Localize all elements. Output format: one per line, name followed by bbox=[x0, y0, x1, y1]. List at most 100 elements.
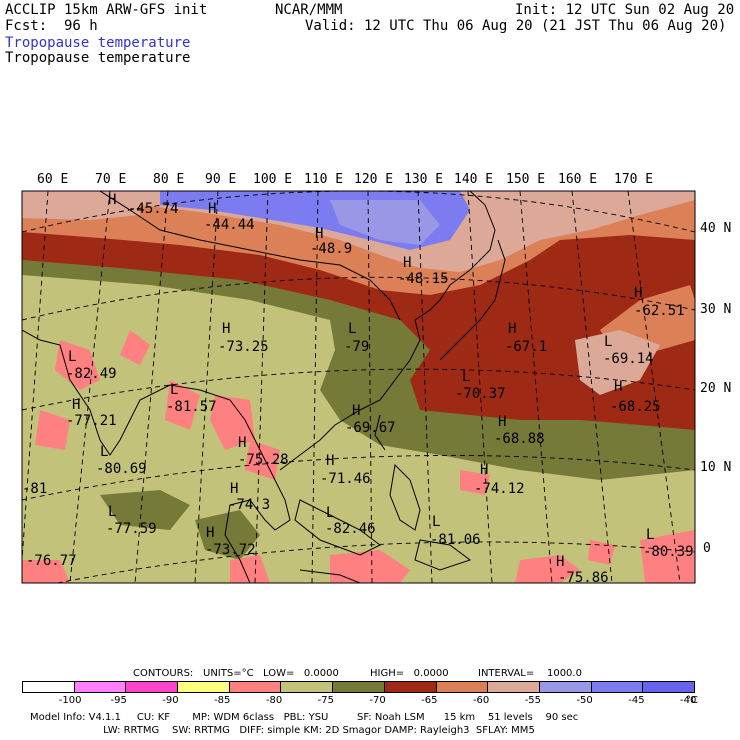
marker-value: -48.15 bbox=[398, 271, 449, 287]
color-bar-tick-label: -40 bbox=[680, 695, 697, 706]
marker-value: -74.12 bbox=[474, 481, 525, 497]
lon-label-60e: 60 E bbox=[37, 172, 69, 187]
coastlines bbox=[22, 191, 506, 583]
marker-value: -81 bbox=[22, 481, 48, 497]
forecast-hour: Fcst: 96 h bbox=[5, 18, 98, 34]
marker-value: -70.37 bbox=[455, 386, 506, 402]
marker-value: -77.21 bbox=[66, 413, 117, 429]
lon-label-80e: 80 E bbox=[153, 172, 185, 187]
color-bar-tick-label: -90 bbox=[162, 695, 179, 706]
marker-type: H bbox=[614, 379, 623, 395]
tropopause-temperature-map bbox=[21, 190, 696, 584]
marker-type: H bbox=[326, 453, 335, 469]
marker-type: L bbox=[100, 444, 109, 460]
lat-label-30n: 30 N bbox=[700, 302, 732, 317]
marker-type: H bbox=[206, 525, 215, 541]
band-minus75-minus70 bbox=[22, 245, 695, 480]
marker-value: -81.06 bbox=[430, 532, 481, 548]
model-title: ACCLIP 15km ARW-GFS init bbox=[5, 2, 208, 18]
marker-value: -71.46 bbox=[320, 471, 371, 487]
marker-type: H bbox=[403, 255, 412, 271]
lon-label-130e: 130 E bbox=[404, 172, 444, 187]
marker-value: -74.3 bbox=[228, 497, 271, 513]
marker-type: H bbox=[108, 192, 117, 208]
marker-type: L bbox=[170, 382, 179, 398]
graticule bbox=[22, 191, 695, 583]
marker-type: L bbox=[462, 369, 471, 385]
color-bar-tick-label: -75 bbox=[317, 695, 334, 706]
lon-label-110e: 110 E bbox=[304, 172, 344, 187]
lon-label-170e: 170 E bbox=[614, 172, 654, 187]
contours-low: LOW= 0.0000 bbox=[263, 668, 339, 679]
shaded-field bbox=[22, 191, 695, 583]
lon-label-90e: 90 E bbox=[205, 172, 237, 187]
marker-type: H bbox=[238, 435, 247, 451]
marker-value: -76.77 bbox=[26, 553, 77, 569]
marker-value: -73.72 bbox=[205, 542, 256, 558]
marker-type: L bbox=[348, 321, 357, 337]
lon-label-150e: 150 E bbox=[506, 172, 546, 187]
marker-value: -69.14 bbox=[603, 351, 654, 367]
color-bar-tick-label: -65 bbox=[421, 695, 438, 706]
color-bar-tick-label: -85 bbox=[214, 695, 231, 706]
lat-label-0: 0 bbox=[703, 541, 711, 556]
marker-value: -81.57 bbox=[166, 399, 217, 415]
marker-value: -80.39 bbox=[643, 544, 694, 560]
field-title-secondary: Tropopause temperature bbox=[5, 50, 191, 66]
color-bar-tick-label: -80 bbox=[265, 695, 283, 706]
marker-type: H bbox=[498, 414, 507, 430]
color-bar bbox=[22, 681, 695, 693]
marker-type: L bbox=[646, 527, 655, 543]
color-swatch bbox=[281, 682, 334, 692]
color-swatch bbox=[539, 682, 592, 692]
marker-value: -82.49 bbox=[66, 366, 117, 382]
marker-value: -73.25 bbox=[218, 339, 269, 355]
marker-value: -82.46 bbox=[325, 521, 376, 537]
marker-type: L bbox=[108, 504, 117, 520]
marker-value: -45.74 bbox=[128, 201, 179, 217]
marker-type: L bbox=[432, 514, 441, 530]
marker-type: H bbox=[72, 397, 81, 413]
marker-value: -79 bbox=[344, 339, 370, 355]
lon-label-100e: 100 E bbox=[253, 172, 293, 187]
marker-value: -80.69 bbox=[96, 461, 147, 477]
lat-label-20n: 20 N bbox=[700, 381, 732, 396]
marker-value: -68.88 bbox=[494, 431, 545, 447]
marker-value: -68.25 bbox=[610, 399, 661, 415]
field-title-primary: Tropopause temperature bbox=[5, 35, 191, 51]
marker-value: -75.86 bbox=[558, 570, 609, 586]
color-swatch bbox=[23, 682, 75, 692]
marker-value: -67.1 bbox=[505, 339, 548, 355]
marker-type: H bbox=[315, 226, 324, 242]
color-bar-unit: °C bbox=[686, 695, 698, 706]
color-swatch bbox=[126, 682, 179, 692]
contours-label: CONTOURS: bbox=[133, 668, 194, 679]
color-bar-tick-label: -70 bbox=[369, 695, 386, 706]
marker-type: H bbox=[634, 285, 643, 301]
contours-units: UNITS=°C bbox=[203, 668, 254, 679]
model-info-line-2: LW: RRTMG SW: RRTMG DIFF: simple KM: 2D … bbox=[30, 725, 535, 736]
color-swatch bbox=[436, 682, 489, 692]
color-swatch bbox=[643, 682, 694, 692]
color-swatch bbox=[178, 682, 230, 692]
marker-type: L bbox=[326, 505, 335, 521]
marker-value: -62.51 bbox=[634, 303, 685, 319]
lat-label-40n: 40 N bbox=[700, 221, 732, 236]
color-swatch bbox=[74, 682, 127, 692]
lon-label-70e: 70 E bbox=[95, 172, 127, 187]
marker-type: L bbox=[68, 349, 77, 365]
marker-type: H bbox=[208, 201, 217, 217]
init-time: Init: 12 UTC Sun 02 Aug 20 bbox=[515, 2, 735, 18]
marker-value: -48.9 bbox=[310, 241, 353, 257]
color-swatch bbox=[591, 682, 644, 692]
map-frame bbox=[21, 190, 696, 584]
marker-type: H bbox=[480, 462, 489, 478]
contours-high: HIGH= 0.0000 bbox=[370, 668, 449, 679]
lon-label-120e: 120 E bbox=[354, 172, 394, 187]
marker-type: H bbox=[222, 321, 231, 337]
color-bar-tick-label: -100 bbox=[58, 695, 82, 706]
lon-label-160e: 160 E bbox=[558, 172, 598, 187]
band-minus85-minus80 bbox=[22, 330, 695, 583]
color-bar-tick-label: -55 bbox=[524, 695, 542, 706]
valid-time: Valid: 12 UTC Thu 06 Aug 20 (21 JST Thu … bbox=[305, 18, 727, 34]
